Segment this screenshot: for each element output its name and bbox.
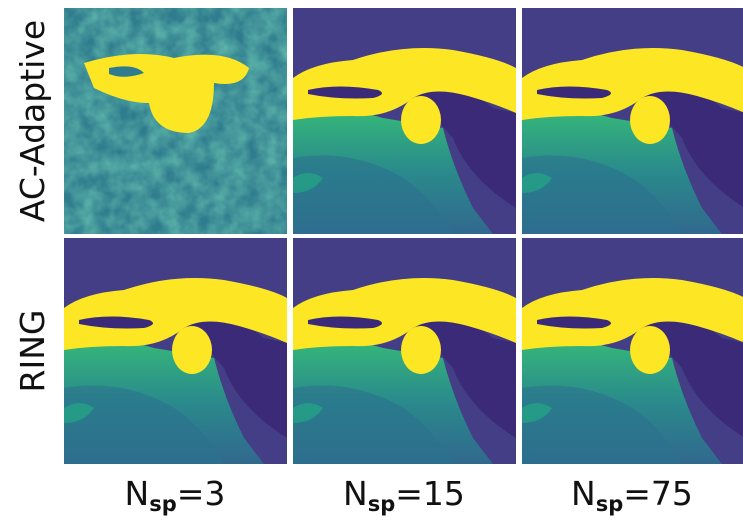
column-label: Nsp=75 — [571, 474, 693, 516]
image — [522, 238, 743, 464]
image — [522, 8, 743, 234]
label-main: N — [571, 474, 596, 513]
label-main: N — [125, 474, 150, 513]
column-label: Nsp=15 — [343, 474, 465, 516]
label-sub: sp — [596, 492, 624, 516]
label-rest: =15 — [395, 474, 465, 513]
image — [64, 238, 287, 464]
column-label: Nsp=3 — [125, 474, 226, 516]
image — [64, 8, 287, 234]
row-label: AC-Adaptive — [13, 20, 52, 222]
label-rest: =3 — [177, 474, 226, 513]
label-rest: =75 — [623, 474, 693, 513]
image — [293, 238, 516, 464]
image — [293, 8, 516, 234]
label-sub: sp — [149, 492, 177, 516]
label-main: N — [343, 474, 368, 513]
label-sub: sp — [368, 492, 396, 516]
image-grid — [64, 8, 743, 464]
row-label: RING — [13, 310, 52, 393]
